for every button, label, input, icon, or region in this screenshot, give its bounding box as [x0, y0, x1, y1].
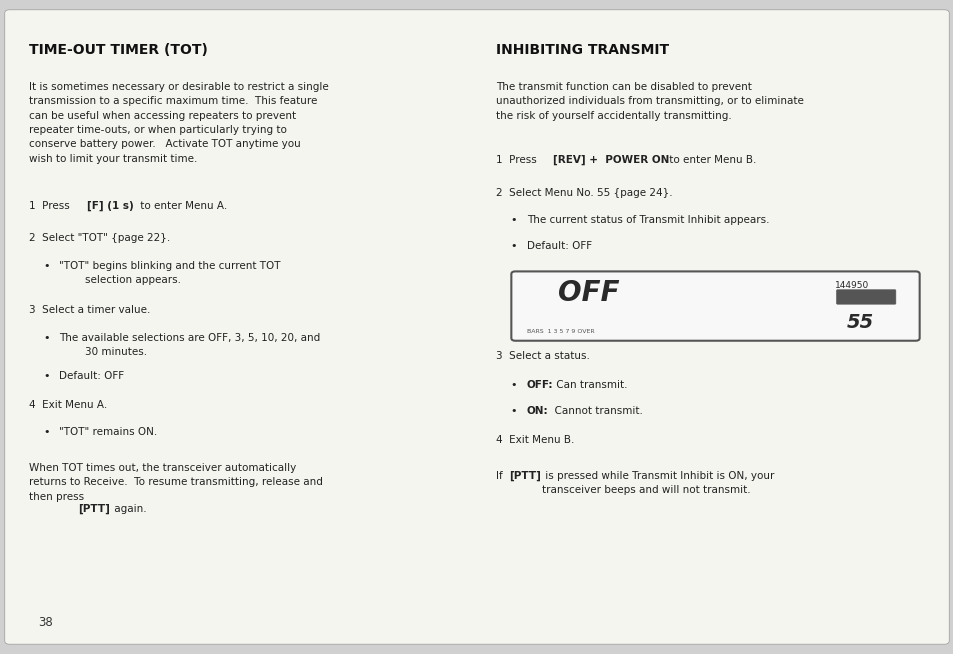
Text: 4  Exit Menu A.: 4 Exit Menu A. — [29, 400, 107, 409]
FancyBboxPatch shape — [5, 10, 948, 644]
Text: 4  Exit Menu B.: 4 Exit Menu B. — [496, 435, 574, 445]
Text: ON:: ON: — [526, 406, 548, 416]
Text: to enter Menu A.: to enter Menu A. — [137, 201, 228, 211]
Text: The current status of Transmit Inhibit appears.: The current status of Transmit Inhibit a… — [526, 215, 768, 225]
FancyBboxPatch shape — [836, 290, 895, 304]
Text: When TOT times out, the transceiver automatically
returns to Receive.  To resume: When TOT times out, the transceiver auto… — [29, 463, 322, 502]
Text: OFF:: OFF: — [526, 380, 553, 390]
Text: INHIBITING TRANSMIT: INHIBITING TRANSMIT — [496, 43, 668, 56]
Text: 55: 55 — [846, 313, 874, 332]
Text: •: • — [510, 406, 517, 416]
Text: is pressed while Transmit Inhibit is ON, your
transceiver beeps and will not tra: is pressed while Transmit Inhibit is ON,… — [541, 471, 774, 495]
Text: •: • — [43, 333, 50, 343]
Text: The available selections are OFF, 3, 5, 10, 20, and
        30 minutes.: The available selections are OFF, 3, 5, … — [59, 333, 320, 357]
Text: to enter Menu B.: to enter Menu B. — [665, 155, 756, 165]
Text: [PTT]: [PTT] — [78, 504, 110, 515]
Text: Default: OFF: Default: OFF — [59, 371, 124, 381]
Text: •: • — [43, 371, 50, 381]
Text: •: • — [510, 215, 517, 225]
Text: 2  Select "TOT" {page 22}.: 2 Select "TOT" {page 22}. — [29, 233, 170, 243]
Text: •: • — [510, 241, 517, 251]
Text: BARS  1 3 5 7 9 OVER: BARS 1 3 5 7 9 OVER — [526, 328, 594, 334]
Text: [F] (1 s): [F] (1 s) — [87, 201, 133, 211]
Text: OFF: OFF — [558, 279, 619, 307]
Text: "TOT" begins blinking and the current TOT
        selection appears.: "TOT" begins blinking and the current TO… — [59, 261, 280, 285]
Text: The transmit function can be disabled to prevent
unauthorized individuals from t: The transmit function can be disabled to… — [496, 82, 803, 120]
Text: [PTT]: [PTT] — [509, 471, 540, 481]
Text: 1  Press: 1 Press — [496, 155, 539, 165]
Text: again.: again. — [111, 504, 146, 514]
Text: "TOT" remains ON.: "TOT" remains ON. — [59, 427, 157, 437]
Text: 3  Select a status.: 3 Select a status. — [496, 351, 589, 361]
Text: TIME-OUT TIMER (TOT): TIME-OUT TIMER (TOT) — [29, 43, 208, 56]
Text: MENU: MENU — [854, 294, 877, 300]
Text: 2  Select Menu No. 55 {page 24}.: 2 Select Menu No. 55 {page 24}. — [496, 188, 672, 198]
Text: Cannot transmit.: Cannot transmit. — [547, 406, 641, 416]
Text: •: • — [43, 261, 50, 271]
Text: If: If — [496, 471, 505, 481]
FancyBboxPatch shape — [511, 271, 919, 341]
Text: 3  Select a timer value.: 3 Select a timer value. — [29, 305, 150, 315]
Text: Can transmit.: Can transmit. — [553, 380, 627, 390]
Text: •: • — [43, 427, 50, 437]
Text: [REV] +  POWER ON: [REV] + POWER ON — [553, 155, 669, 165]
Text: It is sometimes necessary or desirable to restrict a single
transmission to a sp: It is sometimes necessary or desirable t… — [29, 82, 328, 164]
Text: 38: 38 — [38, 616, 52, 629]
Text: •: • — [510, 380, 517, 390]
Text: 1  Press: 1 Press — [29, 201, 72, 211]
Text: Default: OFF: Default: OFF — [526, 241, 591, 251]
Text: 144950: 144950 — [834, 281, 868, 290]
